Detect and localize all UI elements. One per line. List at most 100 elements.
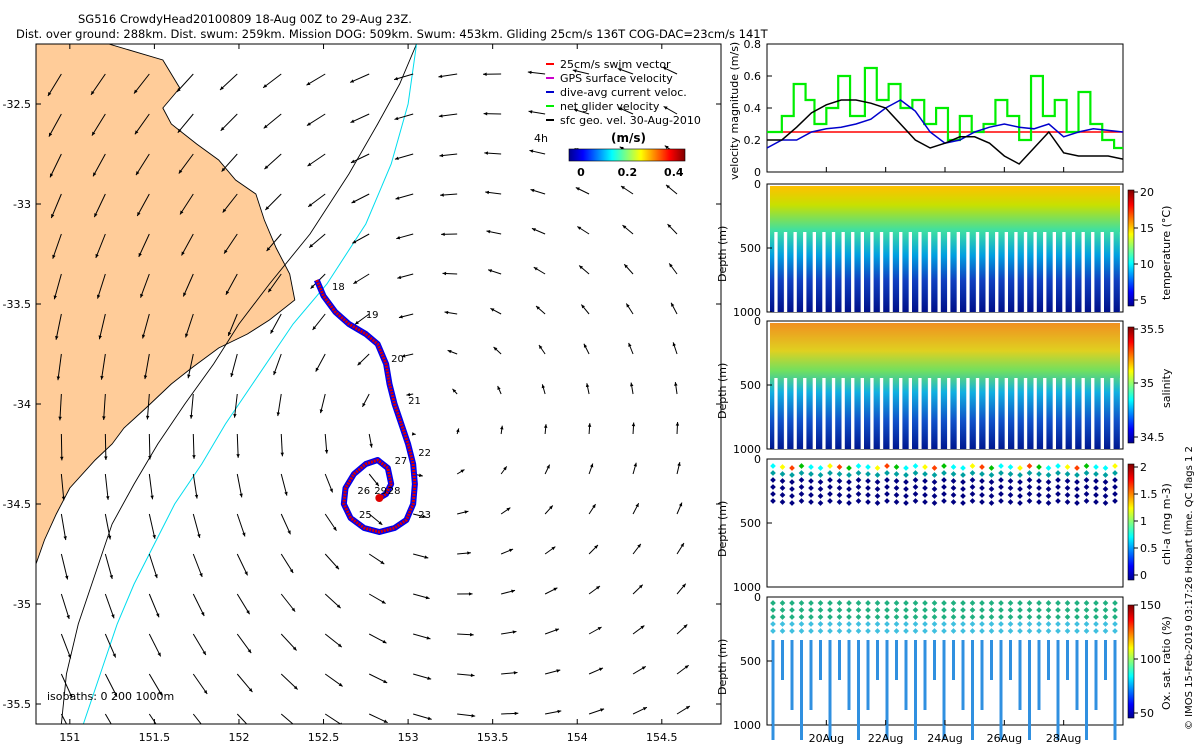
salinity-profile-gaps: [770, 378, 1120, 449]
salinity-panel: Depth (m) salinity: [716, 321, 1173, 449]
header-line-2: Dist. over ground: 288km. Dist. swum: 25…: [16, 27, 769, 41]
cbar-tick-label: 15: [1140, 222, 1154, 235]
chla-colorbar: [1128, 464, 1134, 580]
lon-tick-label: 154.5: [646, 731, 678, 744]
lon-tick-label: 154: [567, 731, 588, 744]
salinity-ylabel: Depth (m): [716, 363, 729, 419]
geo-velocity-arrowhead: [295, 725, 299, 729]
depth-tick-label: 0: [754, 178, 761, 191]
velocity-panel: 00.20.40.60.8 velocity magnitude (m/s): [728, 38, 1123, 180]
depth-tick-label: 500: [740, 655, 761, 668]
geo-velocity-arrowhead: [250, 727, 254, 731]
geo-velocity-arrowhead: [205, 729, 209, 733]
map-colorbar-tick-label: 0.2: [618, 166, 638, 179]
legend-label: GPS surface velocity: [560, 72, 673, 85]
time-tick-label: 20Aug: [809, 732, 844, 745]
cbar-tick-label: 150: [1140, 599, 1161, 612]
velocity-ytick-label: 0.8: [744, 38, 762, 51]
oxygen-cbar-label: Ox. sat. ratio (%): [1160, 616, 1173, 710]
chla-cbar-label: chl-a (mg m-3): [1160, 483, 1173, 565]
cbar-tick-label: 5: [1140, 294, 1147, 307]
legend-label: dive-avg current veloc.: [560, 86, 687, 99]
time-tick-label: 26Aug: [987, 732, 1022, 745]
depth-tick-label: 500: [740, 242, 761, 255]
map-colorbar-tick-label: 0: [577, 166, 585, 179]
lat-tick-label: -32.5: [3, 98, 31, 111]
cbar-tick-label: 2: [1140, 461, 1147, 474]
legend-duration-label: 4h: [534, 132, 548, 145]
cbar-tick-label: 35.5: [1140, 323, 1165, 336]
lon-tick-label: 153.5: [477, 731, 509, 744]
lat-tick-label: -33.5: [3, 298, 31, 311]
time-tick-label: 24Aug: [927, 732, 962, 745]
cbar-tick-label: 100: [1140, 653, 1161, 666]
chla-ylabel: Depth (m): [716, 501, 729, 557]
velocity-ytick-label: 0.6: [744, 70, 762, 83]
temperature-colorbar: [1128, 190, 1134, 306]
day-label: 22: [418, 448, 431, 459]
oxygen-panel: Depth (m) Ox. sat. ratio (%): [716, 597, 1173, 740]
cbar-tick-label: 20: [1140, 186, 1154, 199]
depth-tick-label: 0: [754, 453, 761, 466]
day-label: 26: [357, 486, 370, 497]
temperature-ylabel: Depth (m): [716, 226, 729, 282]
geo-velocity-arrowhead: [115, 732, 118, 736]
day-label: 23: [418, 510, 431, 521]
cbar-tick-label: 35: [1140, 377, 1154, 390]
lat-tick-label: -34: [13, 398, 31, 411]
depth-tick-label: 1000: [733, 719, 761, 732]
salinity-colorbar: [1128, 327, 1134, 443]
lon-tick-label: 152.5: [308, 731, 340, 744]
lat-tick-label: -35.5: [3, 698, 31, 711]
temperature-profile-gaps: [770, 232, 1120, 312]
geo-velocity-arrow: [149, 434, 150, 460]
footer-credit: © IMOS 15-Feb-2019 03:17:26 Hobart time.…: [1184, 446, 1195, 730]
temperature-panel: Depth (m) temperature (°C): [716, 184, 1173, 312]
geo-velocity-arrow: [105, 434, 106, 460]
day-label: 27: [395, 456, 408, 467]
map-colorbar-title: (m/s): [611, 131, 646, 145]
cbar-tick-label: 10: [1140, 258, 1154, 271]
lat-tick-label: -33: [13, 198, 31, 211]
legend-label: net glider velocity: [560, 100, 660, 113]
map-colorbar-tick-label: 0.4: [664, 166, 684, 179]
legend-label: 25cm/s swim vector: [560, 58, 671, 71]
section-panels: Depth (m) temperature (°C) Depth (m) sal…: [716, 178, 1173, 745]
lon-tick-label: 151: [59, 731, 80, 744]
velocity-ylabel: velocity magnitude (m/s): [728, 42, 741, 180]
chla-panel: Depth (m) chl-a (mg m-3): [716, 459, 1173, 587]
velocity-ytick-label: 0.2: [744, 134, 762, 147]
day-label: 21: [408, 396, 421, 407]
cbar-tick-label: 0: [1140, 569, 1147, 582]
day-label: 28: [388, 486, 401, 497]
day-label: 29: [374, 486, 387, 497]
depth-tick-label: 0: [754, 591, 761, 604]
time-tick-label: 28Aug: [1046, 732, 1081, 745]
velocity-ytick-label: 0.4: [744, 102, 762, 115]
depth-tick-label: 500: [740, 517, 761, 530]
oxygen-colorbar: [1128, 605, 1134, 718]
cbar-tick-label: 1.5: [1140, 488, 1158, 501]
salinity-cbar-label: salinity: [1160, 368, 1173, 408]
day-label: 19: [366, 310, 379, 321]
lon-tick-label: 152: [228, 731, 249, 744]
depth-tick-label: 500: [740, 379, 761, 392]
day-label: 18: [332, 282, 345, 293]
legend-label: sfc geo. vel. 30-Aug-2010: [560, 114, 701, 127]
isobaths-label: isobaths: 0 200 1000m: [47, 690, 174, 703]
day-label: 25: [359, 510, 372, 521]
map-colorbar: [569, 149, 685, 161]
oxygen-ylabel: Depth (m): [716, 639, 729, 695]
cbar-tick-label: 1: [1140, 515, 1147, 528]
temperature-cbar-label: temperature (°C): [1160, 206, 1173, 300]
time-tick-label: 22Aug: [868, 732, 903, 745]
lat-tick-label: -34.5: [3, 498, 31, 511]
lat-tick-label: -35: [13, 598, 31, 611]
depth-tick-label: 0: [754, 315, 761, 328]
lon-tick-label: 153: [398, 731, 419, 744]
lon-tick-label: 151.5: [139, 731, 171, 744]
day-label: 20: [391, 354, 404, 365]
